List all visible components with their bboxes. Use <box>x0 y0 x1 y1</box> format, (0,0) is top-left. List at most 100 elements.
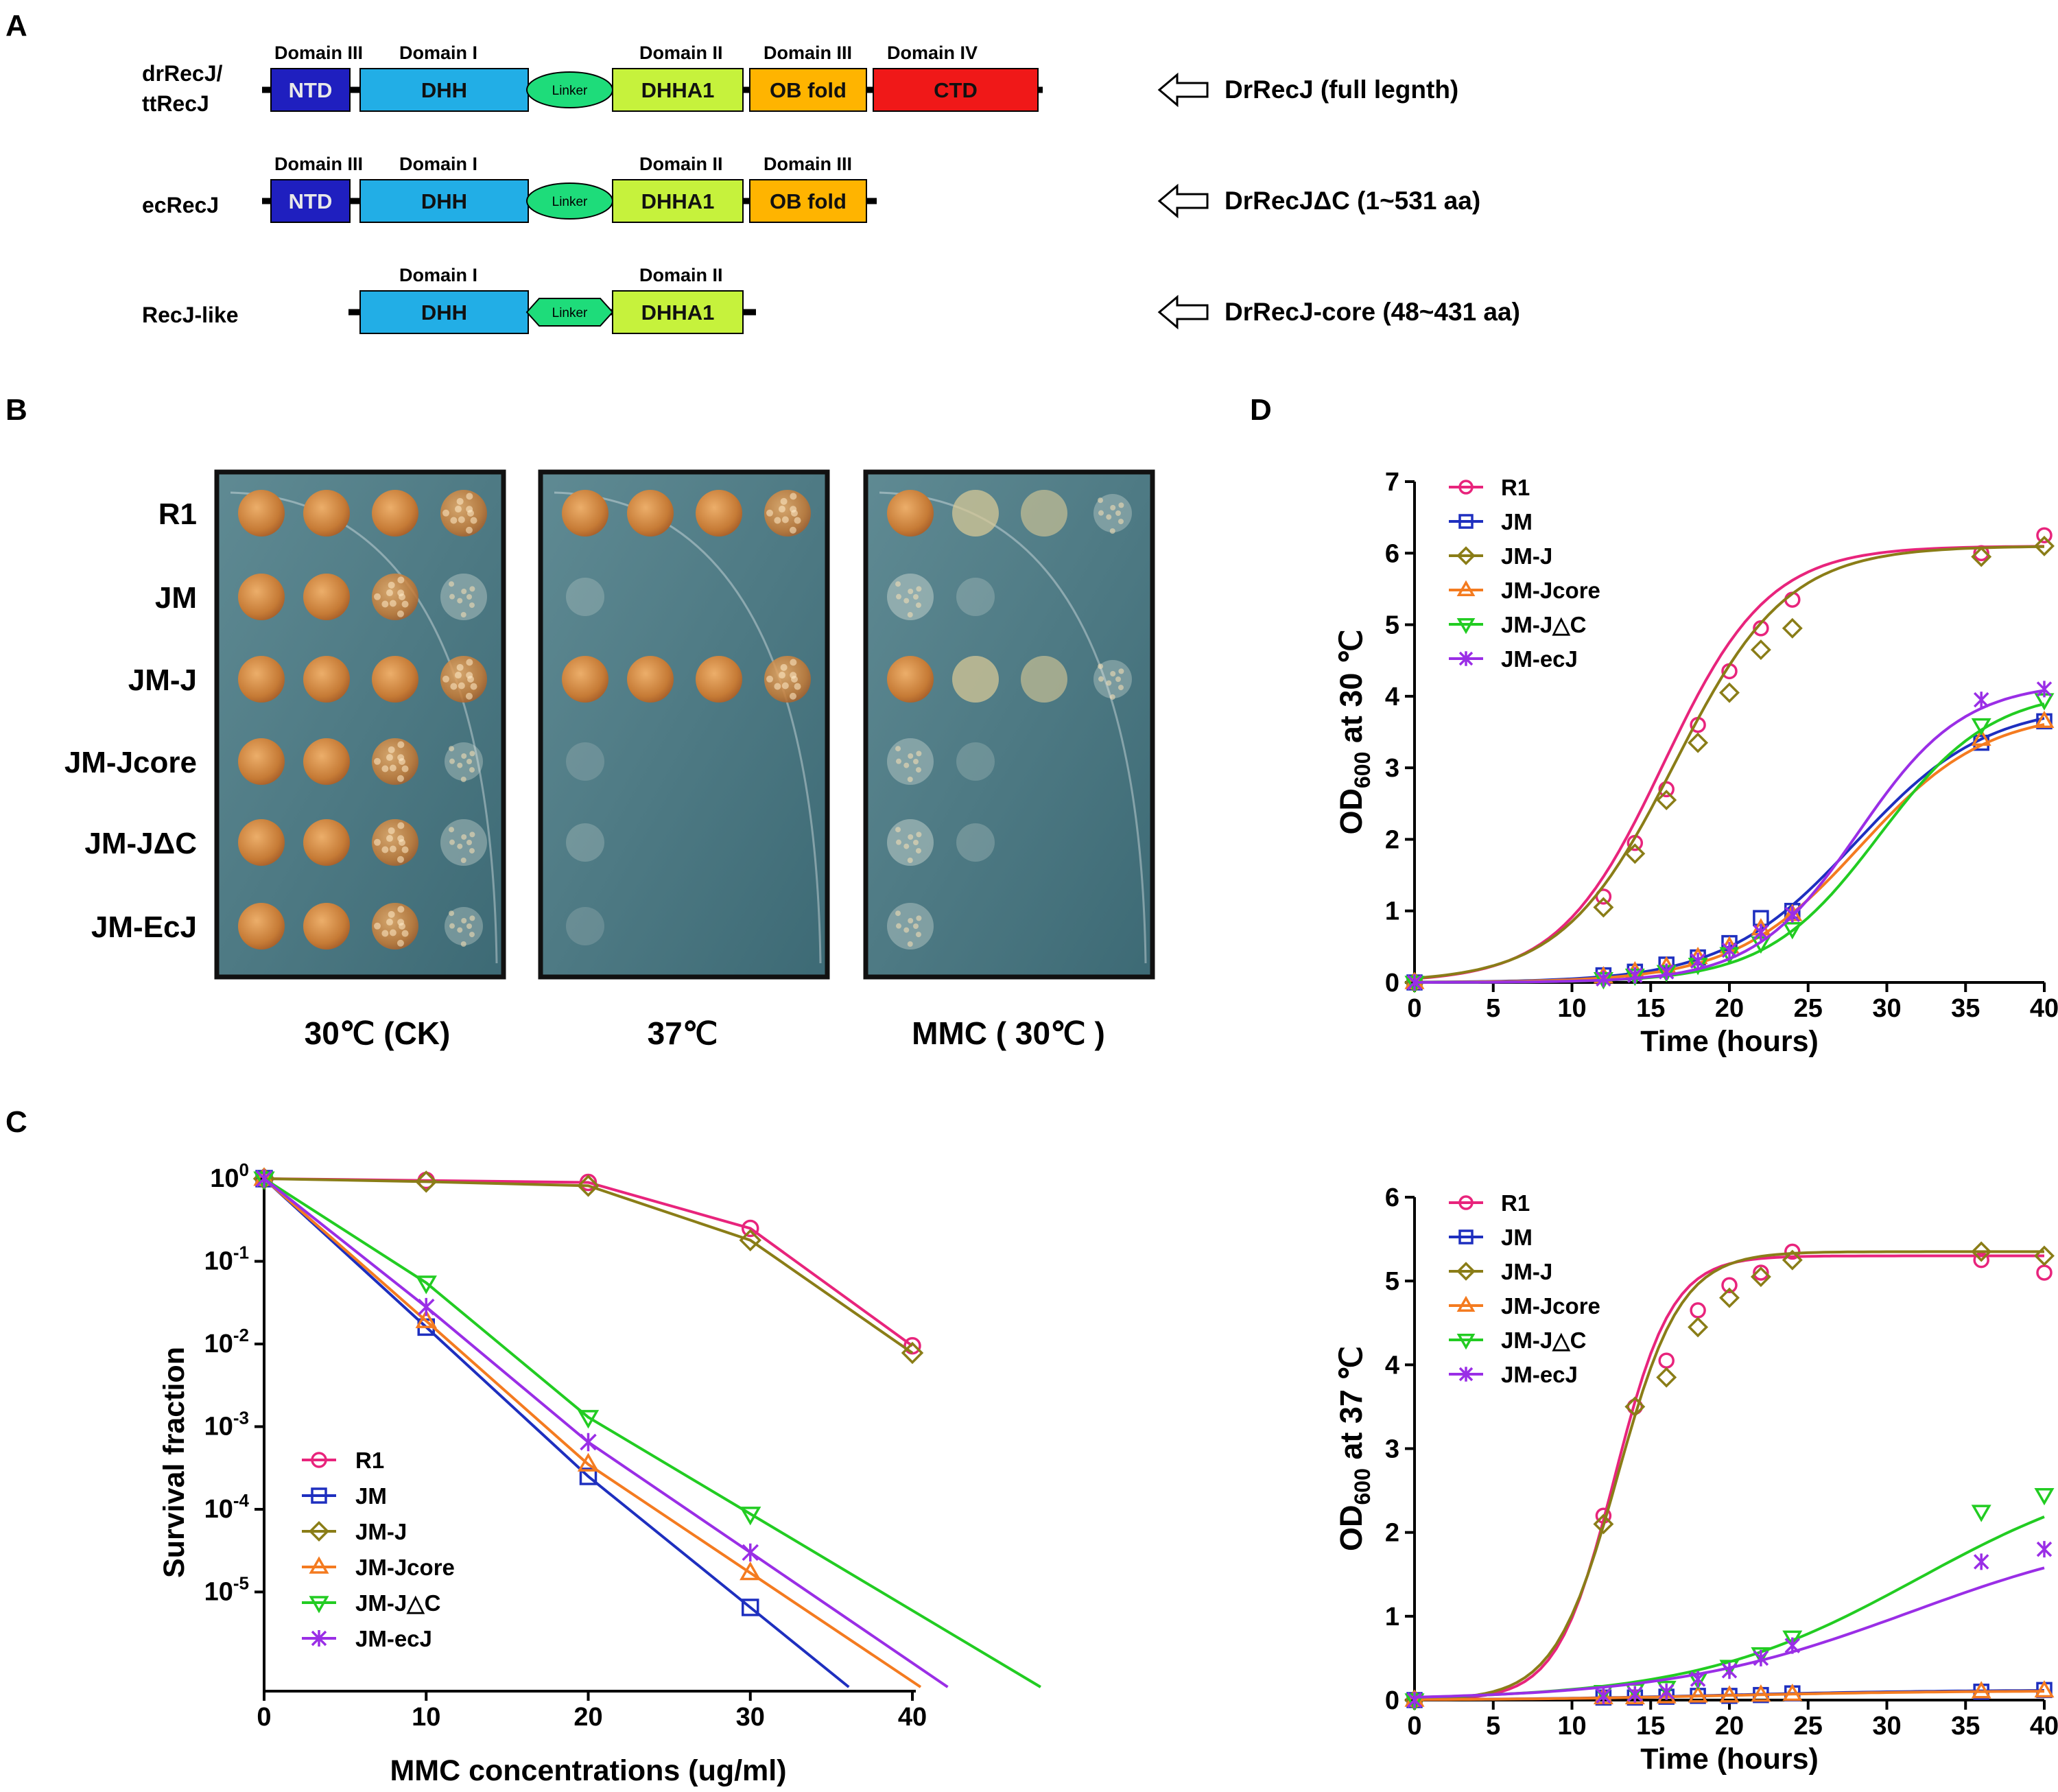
colony-speck <box>401 600 409 608</box>
legend-label: JM-J△C <box>355 1590 440 1616</box>
colony-speck <box>397 576 405 584</box>
domain-top-label: Domain III <box>764 154 852 174</box>
data-point <box>1456 618 1476 635</box>
colony-speck <box>397 610 404 617</box>
data-point <box>1719 682 1740 703</box>
legend-label: JM-J△C <box>1501 612 1586 637</box>
data-point <box>2034 535 2055 556</box>
data-point <box>415 1170 438 1193</box>
data-point <box>1721 1277 1738 1294</box>
colony-speck <box>460 776 466 782</box>
colony-speck <box>449 581 455 587</box>
colony-spot <box>566 823 604 862</box>
colony-speck <box>469 602 475 609</box>
y-tick-label: 10-4 <box>204 1490 250 1524</box>
colony-spot <box>696 490 742 537</box>
growth-chart-37c: 0 1 2 3 4 5 6 0 5 10 15 20 25 30 35 40 Time (hours) OD600… <box>1334 1183 2058 1776</box>
colony-spot <box>303 574 350 620</box>
data-point <box>2036 1264 2053 1281</box>
x-tick-label: 30 <box>1872 1712 1901 1741</box>
condition-label: 30℃ (CK) <box>305 1015 451 1051</box>
domain-box-label: DHH <box>421 78 467 102</box>
data-point <box>579 1467 598 1485</box>
agar-plate <box>863 469 1155 980</box>
colony-speck <box>457 927 463 933</box>
colony-speck <box>374 922 381 930</box>
colony-speck <box>790 672 797 679</box>
colony-speck <box>386 919 393 926</box>
colony-speck <box>1117 685 1124 691</box>
strain-label: JM-EcJ <box>91 910 197 944</box>
colony-speck <box>460 857 466 863</box>
strain-label: R1 <box>158 497 197 531</box>
x-tick-label: 10 <box>1557 994 1586 1023</box>
y-tick-label: 6 <box>1385 539 1399 568</box>
x-tick-label: 15 <box>1636 994 1665 1023</box>
colony-speck <box>466 659 473 666</box>
series-curve <box>1414 545 2045 980</box>
construct-label: DrRecJ-core (48~431 aa) <box>1225 298 1520 326</box>
colony-speck <box>466 672 473 679</box>
series-curve <box>1414 1250 2044 1701</box>
colony-speck <box>386 754 393 762</box>
data-point <box>1658 1683 1675 1700</box>
colony-spot <box>952 656 999 703</box>
data-point <box>1782 1630 1803 1648</box>
legend-label: R1 <box>1501 475 1530 500</box>
construct-arrow-icon <box>1157 183 1209 219</box>
data-point <box>1784 1243 1801 1260</box>
domain-box-label: DHH <box>421 300 467 325</box>
colony-speck <box>458 516 465 523</box>
colony-spot <box>566 578 604 616</box>
data-point <box>1458 1229 1474 1245</box>
construct-label: DrRecJ (full legnth) <box>1225 75 1458 104</box>
colony-spot <box>372 574 418 620</box>
colony-speck <box>469 832 475 838</box>
x-tick-label: 20 <box>573 1703 602 1732</box>
colony-speck <box>789 526 796 534</box>
colony-speck <box>466 923 472 929</box>
colony-spot <box>566 907 604 945</box>
colony-spot <box>956 742 995 781</box>
y-tick-label: 10-5 <box>204 1572 249 1606</box>
colony-speck <box>388 827 395 834</box>
construct-label: DrRecJΔC (1~531 aa) <box>1225 187 1480 215</box>
data-point <box>1458 651 1474 666</box>
data-point <box>1971 728 1991 746</box>
series-line <box>263 1177 922 1688</box>
data-point <box>1782 922 1803 940</box>
data-point <box>309 1556 329 1574</box>
colony-speck <box>896 758 902 764</box>
x-tick-label: 15 <box>1636 1712 1665 1741</box>
data-point <box>1782 1683 1803 1701</box>
colony-speck <box>766 675 774 683</box>
colony-speck <box>465 692 473 700</box>
colony-speck <box>778 506 785 513</box>
data-point <box>1406 974 1423 991</box>
colony-speck <box>1098 663 1104 670</box>
data-point <box>1973 1553 1989 1570</box>
colony-speck <box>794 683 801 690</box>
data-point <box>2034 1245 2055 1266</box>
data-point <box>2034 1680 2055 1698</box>
colony-speck <box>1109 694 1115 700</box>
x-tick-label: 10 <box>1557 1712 1586 1741</box>
data-point <box>577 1410 600 1429</box>
colony-speck <box>780 497 788 505</box>
y-tick-label: 0 <box>1385 969 1399 998</box>
domain-box-label: NTD <box>289 189 333 213</box>
colony-spot <box>238 574 285 620</box>
strain-label: JM-J <box>128 663 197 697</box>
colony-speck <box>1110 505 1116 511</box>
legend-label: JM-J <box>355 1519 407 1544</box>
colony-speck <box>401 930 409 937</box>
colony-speck <box>915 932 921 938</box>
data-point <box>1753 1264 1769 1281</box>
colony-speck <box>780 663 788 671</box>
colony-speck <box>1106 514 1112 520</box>
colony-speck <box>1115 510 1121 516</box>
domain-box-dhh <box>359 179 529 223</box>
y-tick-label: 3 <box>1385 754 1399 783</box>
y-tick-label: 100 <box>210 1159 249 1193</box>
data-point <box>1658 1352 1675 1369</box>
